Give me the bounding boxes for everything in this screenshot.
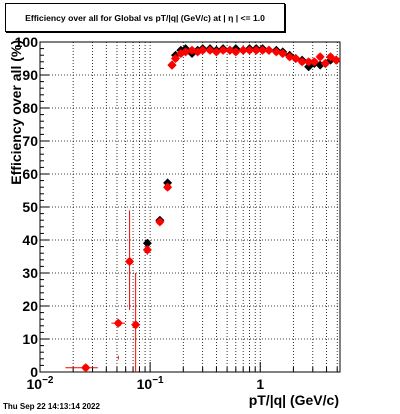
data-point-red-shape <box>257 45 268 55</box>
data-point-red-shape <box>264 45 274 55</box>
y-tick-label: 0 <box>30 364 38 380</box>
data-point-red-shape <box>170 53 181 64</box>
data-point-red-shape <box>211 47 222 57</box>
data-point-red-shape <box>81 363 91 373</box>
grid <box>39 42 340 372</box>
datestamp: Thu Sep 22 14:13:14 2022 <box>3 402 100 411</box>
data-point-red-shape <box>331 55 341 65</box>
data-point-red-shape <box>142 245 152 255</box>
data-point-red-shape <box>238 45 248 55</box>
data-point-red-shape <box>271 47 281 57</box>
data-point-red-shape <box>278 48 288 59</box>
data-point-red-shape <box>285 52 295 62</box>
data-point-red-shape <box>304 57 314 67</box>
data-point-black <box>304 62 314 72</box>
chart-title: Efficiency over all for Global vs pT/|q|… <box>5 3 285 32</box>
data-point-red-shape <box>162 182 173 192</box>
data-point-red-shape <box>124 256 135 267</box>
data-point-red-shape <box>205 45 215 55</box>
axis-labels: pT/|q| (GeV/c) Efficiency over all (%) <box>8 40 339 408</box>
y-axis-title: Efficiency over all (%) <box>8 40 24 185</box>
data-point-red-shape <box>231 47 241 57</box>
data-point-red-shape <box>181 47 191 57</box>
data-point-red-shape <box>155 217 165 227</box>
y-tick-label: 80 <box>22 100 38 116</box>
x-axis-title: pT/|q| (GeV/c) <box>249 392 339 408</box>
y-tick-label: 50 <box>22 199 38 215</box>
data-point-red-shape <box>198 45 208 55</box>
data-markers <box>81 44 341 373</box>
plot-frame <box>39 41 341 373</box>
data-point-black <box>142 238 152 248</box>
data-point-red-shape <box>131 320 141 330</box>
data-point-red-shape <box>315 52 325 62</box>
y-tick-label: 10 <box>22 331 38 347</box>
data-point-red-shape <box>297 57 307 67</box>
x-tick-label: 10−2 <box>27 375 54 392</box>
data-point-red-shape <box>320 58 330 69</box>
y-tick-label: 60 <box>22 166 38 182</box>
data-point-red-shape <box>113 318 123 328</box>
y-tick-label: 40 <box>22 232 38 248</box>
x-tick-label: 1 <box>256 376 264 392</box>
data-point-red-shape <box>167 60 177 70</box>
y-tick-label: 70 <box>22 133 38 149</box>
data-point-red-shape <box>291 53 301 64</box>
data-point-red-shape <box>193 47 203 57</box>
axes: 0 10 20 30 40 50 60 70 80 90 100 10−2 10−1 1 <box>15 34 341 392</box>
data-point-red-shape <box>251 45 261 55</box>
data-point-red-shape <box>309 57 319 67</box>
y-tick-label: 100 <box>15 34 39 50</box>
error-bars <box>65 183 169 372</box>
x-tick-label: 10−1 <box>137 375 164 392</box>
y-tick-label: 30 <box>22 265 38 281</box>
y-tick-label: 20 <box>22 298 38 314</box>
data-point-red-shape <box>244 45 255 55</box>
y-tick-label: 90 <box>22 67 38 83</box>
data-point-red-shape <box>218 45 228 55</box>
